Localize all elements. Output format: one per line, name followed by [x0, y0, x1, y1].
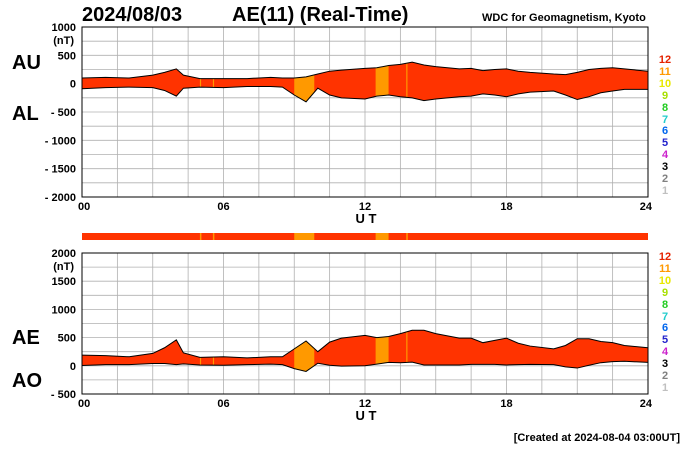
top-legend-item: 11	[659, 65, 671, 78]
x-tick-label: 06	[217, 201, 229, 213]
x-tick-label: 12	[359, 201, 371, 213]
top-legend-item: 5	[661, 137, 669, 150]
top-legend-item: 6	[661, 125, 669, 138]
y-unit-label: (nT)	[53, 261, 74, 273]
date-title: 2024/08/03	[82, 4, 183, 26]
au-label: AU	[12, 52, 41, 74]
bottom-legend-item: 8	[661, 298, 669, 311]
top-legend-item: 9	[661, 89, 669, 102]
x-tick-label: 18	[500, 398, 512, 410]
activity-strip	[82, 233, 648, 240]
activity-strip-band	[294, 233, 315, 240]
bottom-legend-item: 7	[661, 310, 669, 323]
chart-title: AE(11) (Real-Time)	[232, 4, 409, 26]
top-legend-item: 3	[661, 161, 669, 174]
x-tick-label: 24	[640, 201, 653, 213]
y-tick-label: - 1500	[45, 164, 76, 176]
x-tick-label: 18	[500, 201, 512, 213]
activity-band	[199, 62, 202, 102]
top-legend-item: 12	[658, 54, 672, 66]
bottom-legend-item: 11	[659, 262, 671, 275]
x-tick-label: 24	[640, 398, 653, 410]
x-axis-title: U T	[356, 408, 377, 423]
activity-band	[406, 330, 408, 372]
top-legend-item: 7	[661, 113, 669, 126]
y-tick-label: 500	[58, 333, 76, 345]
top-legend-item: 2	[661, 173, 669, 186]
x-tick-label: 12	[359, 398, 371, 410]
ae-ao-band	[82, 330, 648, 372]
activity-band	[375, 62, 389, 102]
y-tick-label: 1000	[52, 304, 76, 316]
y-unit-label: (nT)	[53, 35, 74, 47]
ae-label: AE	[12, 327, 40, 349]
top-legend-item: 8	[661, 101, 669, 114]
y-tick-label: 2000	[52, 248, 76, 260]
bottom-legend-item: 6	[661, 322, 669, 335]
ae-line	[81, 329, 649, 359]
activity-legend-bottom: 12 11 10 9 8 7 6 5 4 3 2 1	[650, 251, 680, 395]
ao-line	[81, 360, 649, 372]
bottom-legend-item: 3	[661, 358, 669, 371]
y-tick-label: 500	[58, 50, 76, 62]
y-tick-label: 0	[70, 361, 76, 373]
y-tick-label: - 1000	[45, 135, 76, 147]
created-timestamp: [Created at 2024-08-04 03:00UT]	[513, 432, 680, 444]
y-tick-label: - 500	[51, 389, 76, 401]
y-tick-label: - 2000	[45, 192, 76, 204]
al-label: AL	[12, 103, 39, 125]
activity-band	[375, 330, 389, 372]
bottom-legend-item: 5	[661, 334, 669, 347]
top-legend-item: 1	[661, 184, 669, 197]
x-tick-label: 06	[217, 398, 229, 410]
activity-strip-band	[406, 233, 408, 240]
activity-strip-band	[199, 233, 202, 240]
bottom-legend-item: 4	[661, 346, 669, 359]
x-axis-title: U T	[356, 211, 377, 226]
top-legend-item: 10	[658, 77, 672, 90]
activity-strip-band	[375, 233, 389, 240]
bottom-legend-item: 12	[658, 251, 672, 263]
activity-band	[406, 62, 408, 102]
plot-frame	[81, 252, 649, 395]
x-tick-label: 00	[78, 398, 90, 410]
x-tick-label: 00	[78, 201, 90, 213]
bottom-legend-item: 1	[661, 381, 669, 394]
au-al-band	[82, 62, 648, 102]
al-line	[81, 86, 648, 103]
plot-frame	[81, 26, 649, 198]
bottom-legend-item: 10	[658, 274, 672, 287]
activity-strip-band	[212, 233, 215, 240]
y-tick-label: 0	[70, 79, 76, 91]
y-tick-label: 1500	[52, 276, 76, 288]
y-tick-label: 1000	[52, 22, 76, 34]
ao-label: AO	[12, 370, 42, 392]
bottom-legend-item: 9	[661, 286, 669, 299]
activity-band	[212, 62, 215, 102]
activity-legend-top: 12 11 10 9 8 7 6 5 4 3 2 1	[650, 54, 680, 198]
au-line	[81, 61, 649, 80]
bottom-legend-item: 2	[661, 370, 669, 383]
top-legend-item: 4	[661, 149, 669, 162]
source-label: WDC for Geomagnetism, Kyoto	[482, 12, 646, 24]
y-tick-label: - 500	[51, 107, 76, 119]
